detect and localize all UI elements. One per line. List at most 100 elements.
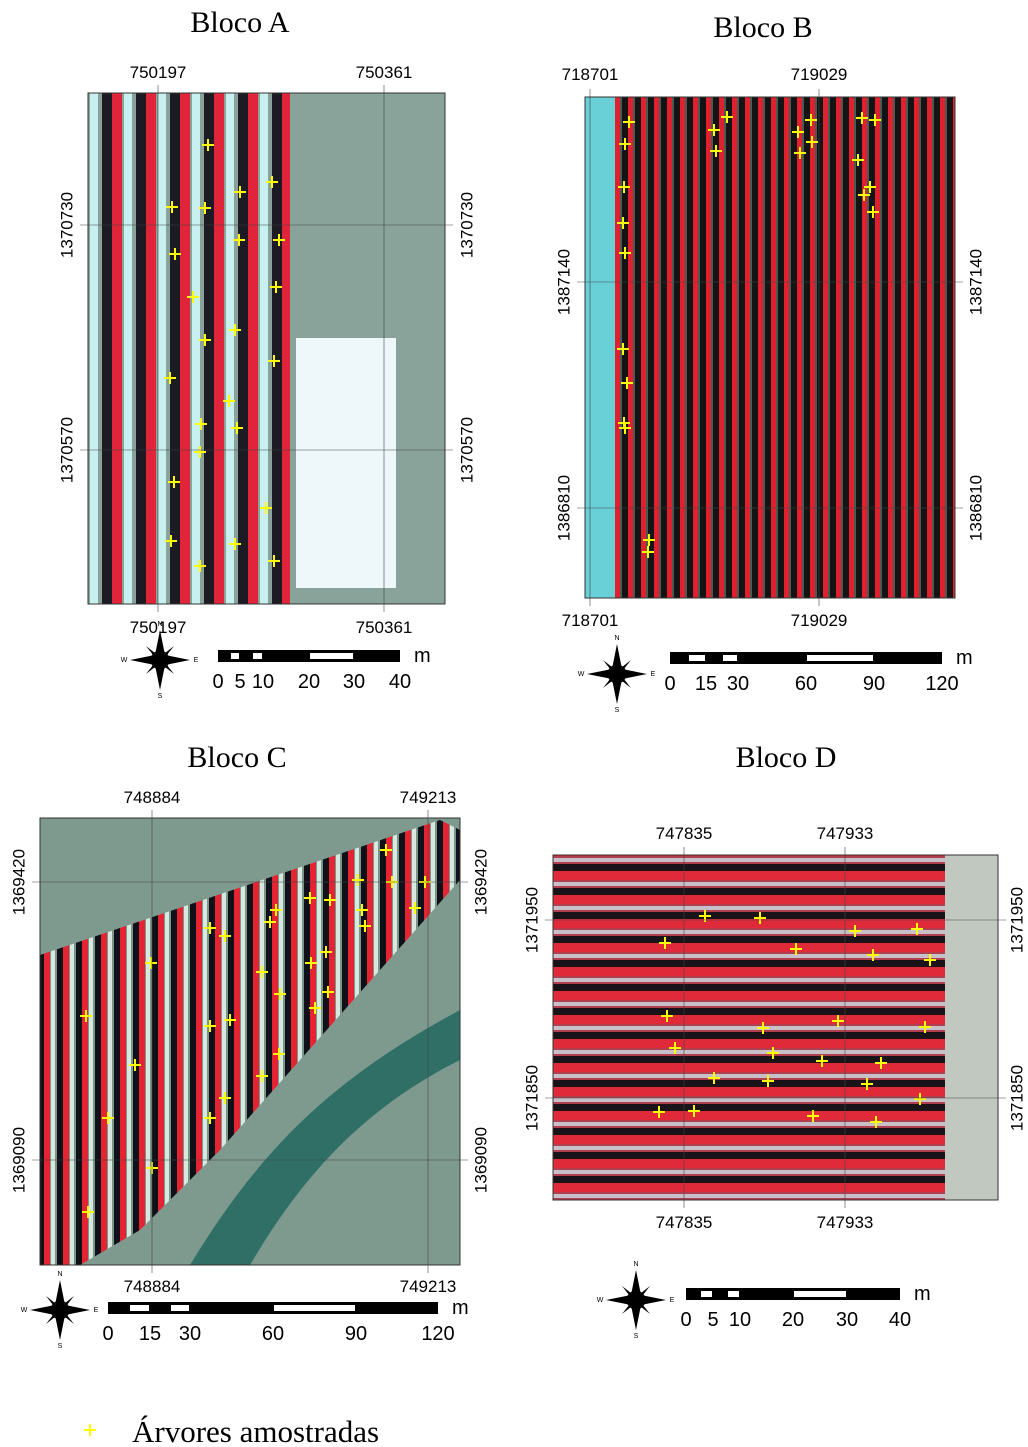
scale-label: 20 — [298, 671, 320, 693]
scale-bar-segment — [253, 653, 262, 659]
scale-unit: m — [452, 1297, 469, 1319]
imagery — [40, 93, 998, 1265]
scale-unit: m — [914, 1283, 931, 1305]
y-coord-label: 1370730 — [457, 192, 476, 258]
compass-letter: W — [578, 671, 585, 678]
scale-label: 60 — [262, 1323, 284, 1345]
scale-label: 0 — [664, 673, 675, 695]
x-coord-label: 718701 — [562, 65, 619, 84]
x-coord-label: 749213 — [400, 1277, 457, 1296]
north-arrow: N S W E — [578, 635, 656, 714]
compass-star — [603, 660, 631, 688]
sample-points — [80, 111, 936, 1218]
y-coord-label: 1369420 — [471, 849, 490, 915]
scale-label: 10 — [729, 1309, 751, 1331]
scale-bar-segment — [130, 1305, 149, 1311]
x-coord-label: 748884 — [124, 1277, 181, 1296]
y-coord-label: 1369420 — [9, 849, 28, 915]
x-coord-label: 719029 — [791, 611, 848, 630]
y-coord-label: 1370730 — [57, 192, 76, 258]
scale-label: 30 — [727, 673, 749, 695]
scale-bar-segment — [701, 1291, 712, 1297]
scale-label: 0 — [212, 671, 223, 693]
map-frame — [552, 854, 999, 1201]
map-panel: Bloco A 750197 750197 750361 750361 1370730 13… — [57, 6, 476, 700]
scale-label: 40 — [889, 1309, 911, 1331]
scale-label: 15 — [695, 673, 717, 695]
panel-title: Bloco B — [713, 11, 812, 44]
compass-letter: W — [597, 1297, 604, 1304]
compass-letter: N — [614, 635, 619, 642]
compass-letter: E — [651, 671, 656, 678]
compass-ring — [150, 650, 170, 670]
image-c-orchard — [40, 820, 460, 1265]
scale-unit: m — [414, 645, 431, 667]
scale-bar-segment — [310, 653, 353, 659]
image-d — [553, 855, 998, 1200]
compass-ring — [50, 1300, 70, 1320]
y-coord-label: 1369090 — [9, 1127, 28, 1193]
scale-label: 5 — [707, 1309, 718, 1331]
scale-label: 60 — [795, 673, 817, 695]
scale-label: 90 — [863, 673, 885, 695]
map-panel: Bloco D 747835 747835 747933 747933 1371950 13… — [522, 741, 1026, 1340]
y-coord-label: 1386810 — [966, 475, 985, 541]
scale-bar-segment — [728, 1291, 739, 1297]
map-frame — [87, 92, 446, 605]
scale-label: 5 — [234, 671, 245, 693]
compass-letter: E — [94, 1307, 99, 1314]
north-arrow: N S W E — [597, 1261, 675, 1340]
image-d-road — [945, 855, 998, 1200]
compass-letter: S — [158, 693, 163, 700]
compass-letter: W — [121, 657, 128, 664]
x-coord-label: 747835 — [656, 1213, 713, 1232]
compass-ring — [626, 1290, 646, 1310]
x-coord-label: 747933 — [817, 1213, 874, 1232]
compass-star — [146, 646, 174, 674]
scale-bar-segment — [723, 655, 737, 661]
x-coord-label: 747835 — [656, 824, 713, 843]
scale-label: 0 — [680, 1309, 691, 1331]
image-a-clearing — [296, 338, 396, 588]
scale-bar-segment — [231, 653, 239, 659]
compass-letter: E — [194, 657, 199, 664]
map-panel: Bloco C 748884 748884 749213 749213 1369420 13… — [9, 741, 490, 1350]
scale-bar — [686, 1288, 900, 1300]
image-b — [585, 97, 955, 598]
x-coord-label: 749213 — [400, 788, 457, 807]
y-coord-label: 1386810 — [554, 475, 573, 541]
compass-letter: N — [633, 1261, 638, 1268]
x-coord-label: 750197 — [130, 63, 187, 82]
scale-bar — [670, 652, 942, 664]
x-coord-label: 747933 — [817, 824, 874, 843]
north-arrow: N S W E — [121, 621, 199, 700]
compass-letter: S — [58, 1343, 63, 1350]
scale-bar-segment — [689, 655, 705, 661]
map-frame — [39, 817, 461, 1266]
x-coord-label: 718701 — [562, 611, 619, 630]
scale-label: 30 — [343, 671, 365, 693]
scale-label: 10 — [252, 671, 274, 693]
y-coord-label: 1371950 — [522, 887, 541, 953]
y-coord-label: 1387140 — [966, 249, 985, 315]
image-b-river — [585, 97, 615, 598]
scale-label: 30 — [179, 1323, 201, 1345]
scale-bar — [218, 650, 400, 662]
scale-label: 30 — [836, 1309, 858, 1331]
y-coord-label: 1387140 — [554, 249, 573, 315]
x-coord-label: 750361 — [356, 618, 413, 637]
compass-letter: W — [21, 1307, 28, 1314]
legend-label: Árvores amostradas — [132, 1414, 379, 1447]
y-coord-label: 1371850 — [522, 1065, 541, 1131]
map-panel: Bloco B 718701 718701 719029 719029 1387140 13… — [554, 11, 985, 714]
compass-star — [46, 1296, 74, 1324]
compass-letter: E — [670, 1297, 675, 1304]
scale-bar-segment — [807, 655, 873, 661]
north-arrow: N S W E — [21, 1271, 99, 1350]
scale-label: 120 — [421, 1323, 454, 1345]
scale-bar-segment — [171, 1305, 189, 1311]
scale-label: 15 — [139, 1323, 161, 1345]
scale-bar-segment — [274, 1305, 355, 1311]
y-coord-label: 1370570 — [457, 417, 476, 483]
scale-label: 90 — [345, 1323, 367, 1345]
